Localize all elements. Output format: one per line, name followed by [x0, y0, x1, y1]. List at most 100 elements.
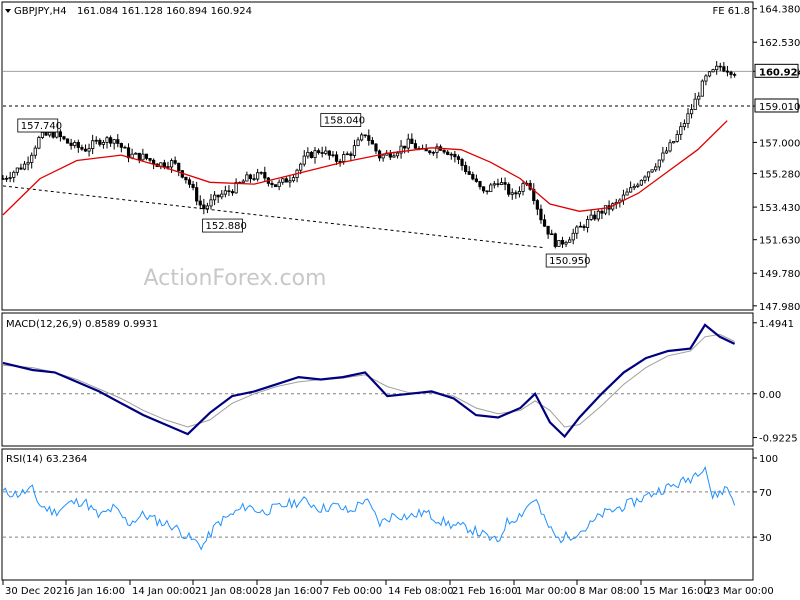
macd-line — [2, 323, 736, 439]
candle-body — [632, 186, 636, 189]
candle-body — [600, 210, 604, 214]
chart-header: GBPJPY,H4 161.084 161.128 160.894 160.92… — [5, 6, 750, 465]
price-axis-label: 147.980 — [759, 302, 800, 313]
candle-body — [338, 160, 342, 163]
candle-body — [241, 180, 245, 183]
candle-body — [141, 153, 145, 161]
candle-body — [557, 240, 561, 247]
candle-body — [446, 151, 450, 155]
candle-body — [191, 183, 195, 188]
candle-body — [202, 204, 206, 210]
support-trendline — [2, 185, 543, 248]
candle-body — [101, 141, 106, 145]
candle-body — [410, 138, 414, 144]
time-axis-label: 8 Mar 08:00 — [579, 586, 639, 597]
candle-body — [58, 131, 62, 138]
price-axis-label: 151.630 — [759, 236, 800, 247]
dropdown-triangle-icon[interactable] — [5, 9, 11, 13]
candle-body — [309, 151, 314, 159]
candle-body — [352, 145, 357, 156]
candle-body — [15, 167, 19, 173]
candle-body — [37, 137, 41, 149]
candle-body — [367, 135, 371, 141]
candle-body — [220, 193, 224, 198]
candle-body — [650, 169, 654, 173]
time-axis-label: 21 Feb 16:00 — [452, 586, 518, 597]
candle-body — [550, 233, 554, 236]
candle-body — [30, 154, 34, 163]
candle-body — [707, 71, 712, 77]
candle-body — [646, 171, 651, 178]
candle-body — [48, 131, 52, 136]
price-annotation-label: 158.040 — [324, 116, 365, 127]
candle-body — [392, 155, 396, 158]
candle-body — [388, 152, 392, 158]
candle-body — [585, 219, 590, 228]
candle-body — [395, 152, 400, 157]
time-axis-label: 1 Mar 00:00 — [516, 586, 576, 597]
candle-body — [245, 174, 249, 182]
candle-body — [162, 162, 166, 167]
candle-body — [474, 178, 478, 182]
candle-body — [342, 154, 346, 162]
rsi-series-group — [2, 465, 752, 551]
candle-body — [108, 137, 113, 144]
candle-body — [44, 132, 48, 136]
candle-body — [517, 191, 522, 195]
candle-body — [733, 74, 737, 76]
candle-body — [704, 75, 708, 82]
candle-body — [715, 65, 719, 71]
time-axis-label: 21 Jan 08:00 — [195, 586, 258, 597]
candle-body — [8, 176, 12, 179]
candle-body — [184, 176, 188, 181]
candle-body — [248, 174, 253, 180]
candle-body — [478, 181, 482, 188]
time-axis-label: 23 Mar 00:00 — [707, 586, 774, 597]
macd-series-group — [2, 323, 752, 439]
price-annotation-box — [545, 253, 587, 268]
candle-body — [456, 156, 461, 160]
time-axis-label: 7 Feb 00:00 — [323, 586, 382, 597]
candle-body — [363, 134, 367, 137]
candle-body — [507, 183, 511, 195]
candle-body — [370, 140, 374, 145]
rsi-panel — [1, 448, 754, 581]
price-annotation-label: 152.880 — [206, 221, 247, 232]
candle-body — [291, 177, 296, 182]
candle-body — [123, 146, 127, 149]
candle-body — [360, 134, 364, 141]
candle-body — [467, 171, 471, 175]
candle-body — [234, 182, 238, 194]
price-annotation-box — [202, 218, 243, 233]
candle-body — [198, 200, 202, 206]
candle-body — [428, 150, 432, 154]
current-price-tag — [754, 63, 799, 78]
rsi-axis-label: 70 — [759, 488, 772, 499]
candle-body — [137, 152, 141, 161]
candle-body — [205, 205, 210, 210]
rsi-line — [2, 465, 736, 551]
candle-body — [177, 162, 181, 171]
candle-body — [281, 178, 285, 183]
fe-label: FE 61.8 — [712, 6, 750, 17]
candle-body — [711, 69, 715, 73]
candle-body — [582, 225, 586, 228]
candle-body — [4, 177, 9, 180]
candle-body — [689, 109, 694, 115]
candle-body — [503, 182, 507, 185]
candle-body — [76, 142, 80, 148]
candle-body — [130, 153, 134, 159]
level-price-tag — [754, 98, 799, 113]
candle-body — [571, 232, 575, 241]
price-annotation-box — [17, 118, 59, 133]
candle-body — [22, 163, 27, 170]
candle-body — [657, 159, 661, 168]
candle-body — [112, 139, 116, 144]
candle-body — [173, 160, 177, 164]
candle-body — [227, 190, 231, 192]
candle-body — [718, 65, 722, 68]
candle-body — [26, 162, 30, 165]
candle-body — [98, 139, 102, 145]
candle-body — [73, 142, 77, 146]
